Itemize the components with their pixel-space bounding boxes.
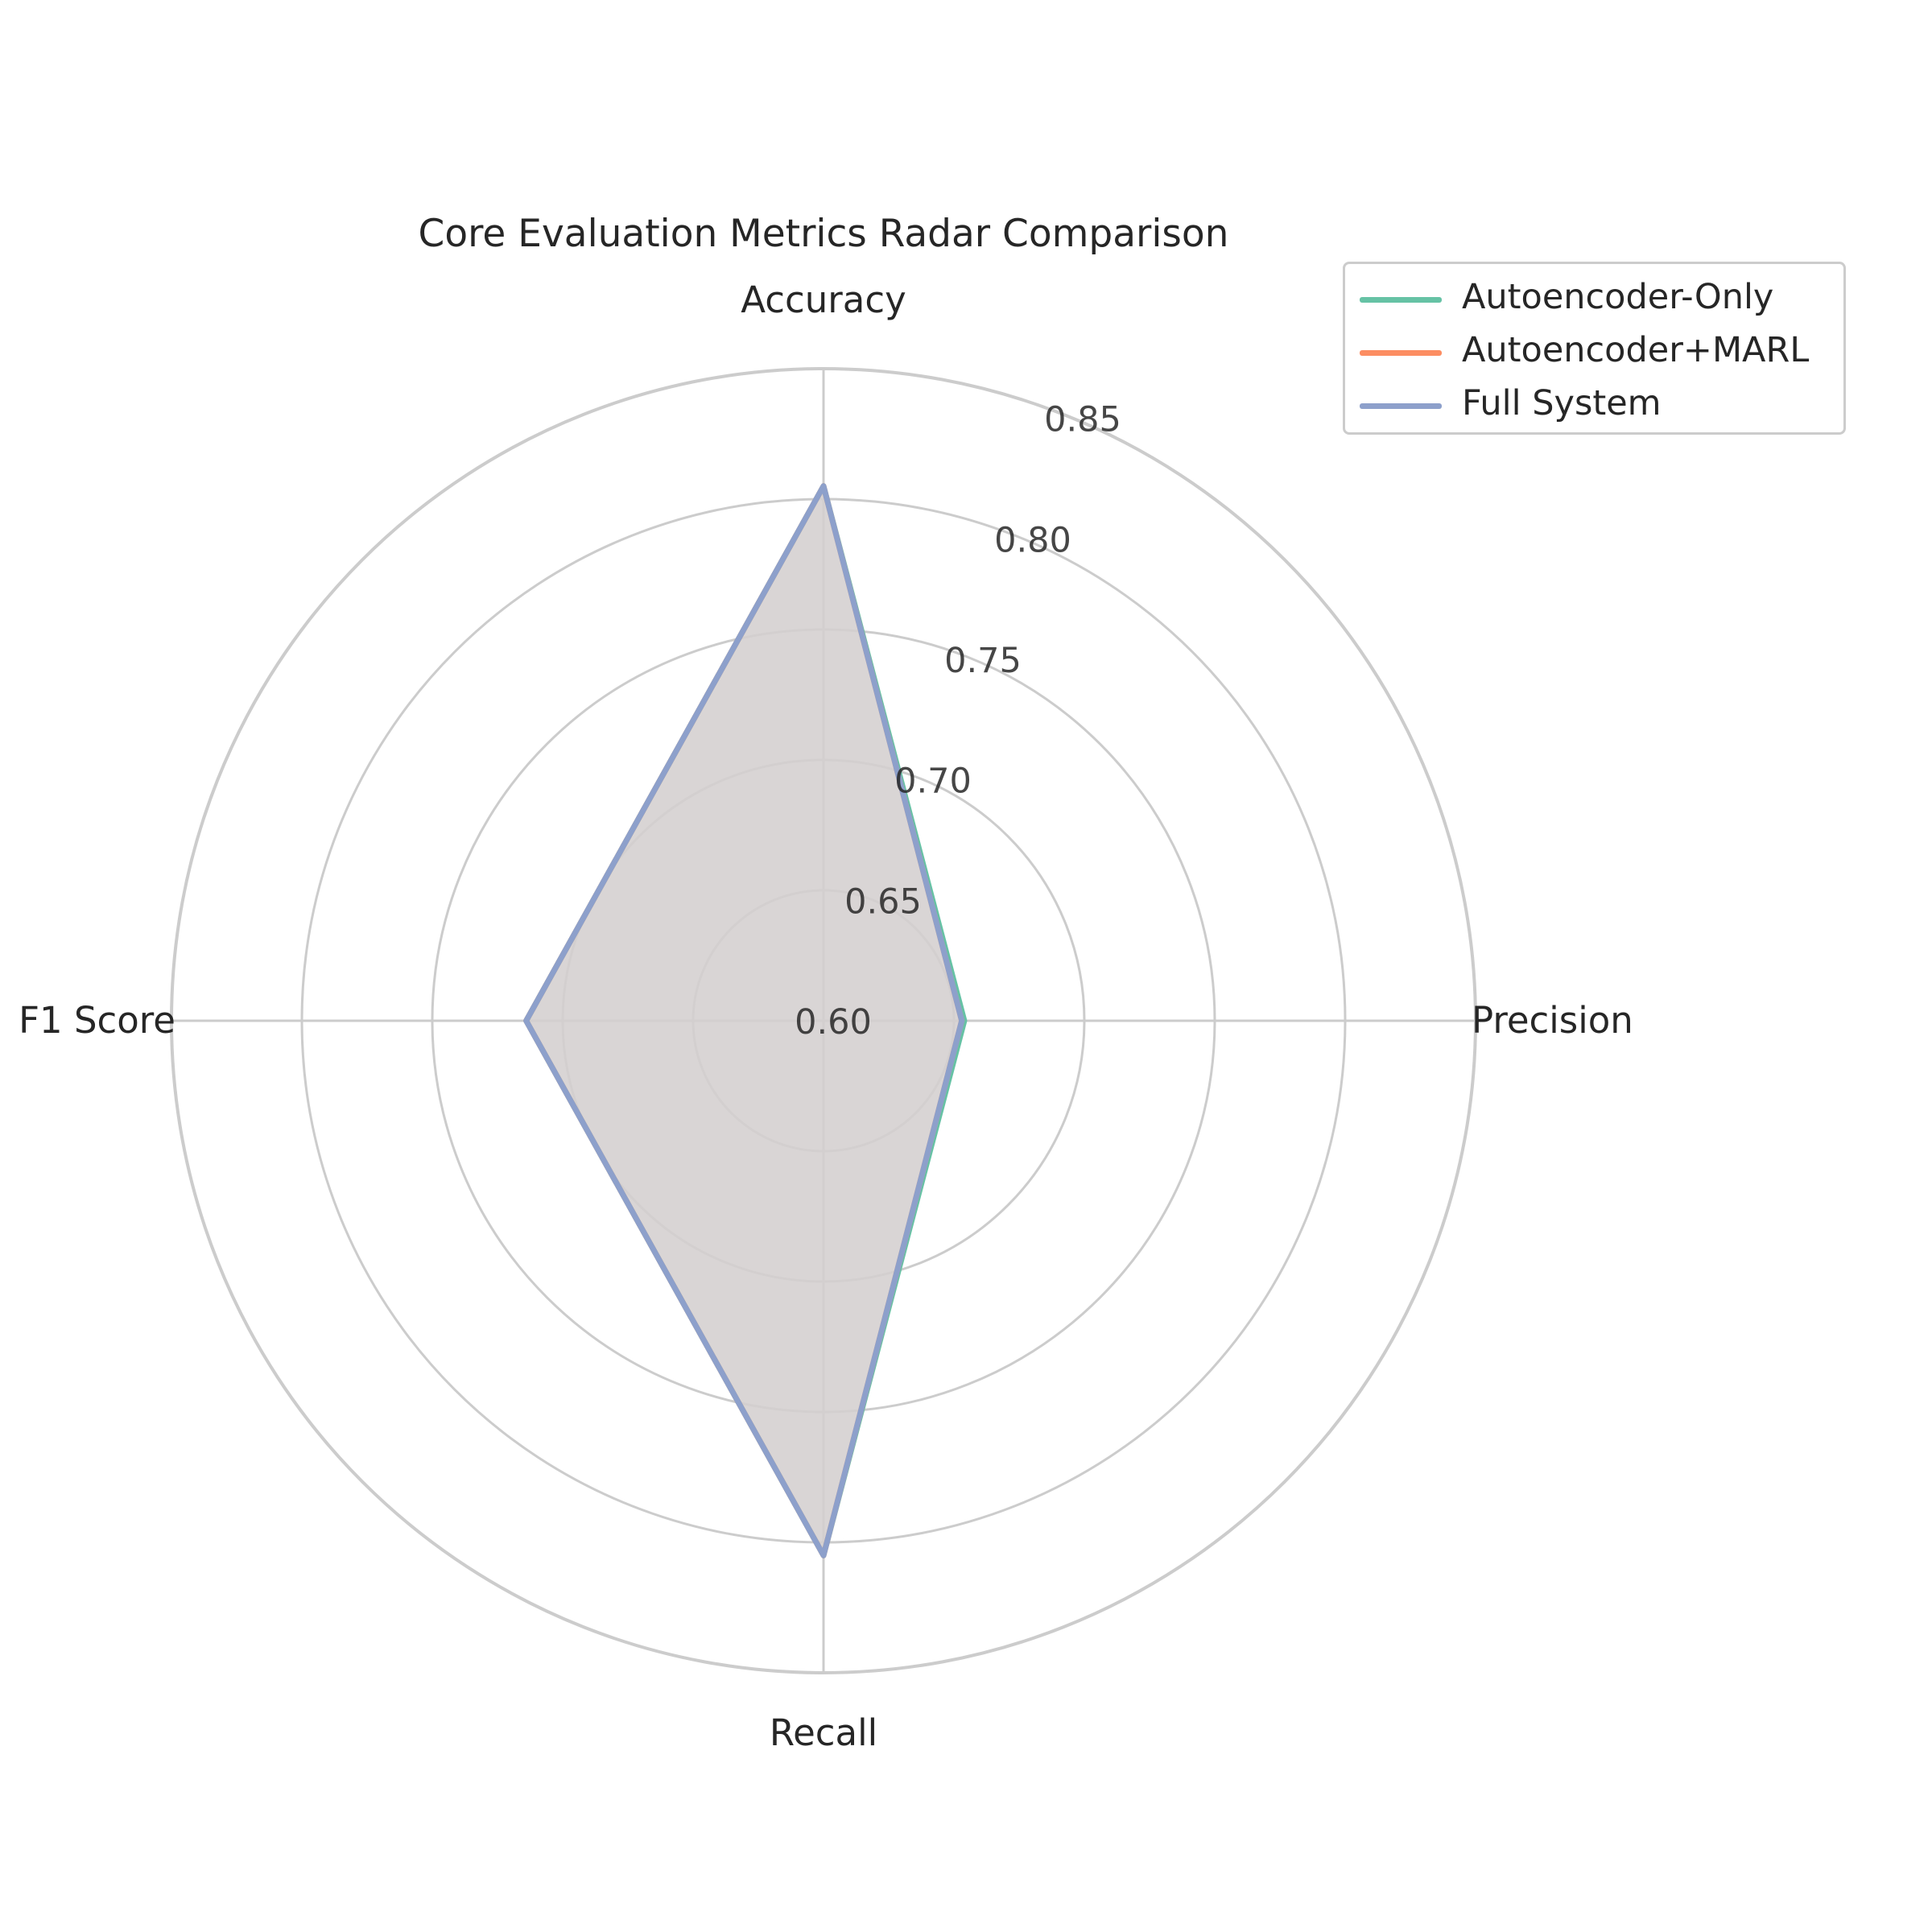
series-point [523,1018,529,1023]
radar-fill [526,485,964,1556]
legend-item-autoencoder-only: Autoencoder-Only [1345,272,1843,328]
radial-tick-label: 0.75 [944,641,1022,681]
series-point [821,483,826,489]
legend-swatch [1360,403,1442,409]
legend-label: Autoencoder-Only [1462,277,1774,317]
radial-tick-labels: 0.60 0.65 0.70 0.75 0.80 0.85 [795,400,1121,1042]
legend-swatch [1360,297,1442,303]
axis-label-recall: Recall [770,1711,877,1754]
radial-tick-label: 0.65 [844,881,922,922]
axis-label-accuracy: Accuracy [741,279,906,321]
legend: Autoencoder-Only Autoencoder+MARL Full S… [1343,262,1846,435]
axis-label-precision: Precision [1472,999,1633,1042]
axis-labels: Accuracy Precision Recall F1 Score [19,279,1633,1754]
radar-series [523,483,968,1558]
axis-label-f1-score: F1 Score [19,999,175,1042]
series-point [959,1018,964,1023]
legend-label: Full System [1462,383,1662,423]
series-fill [526,485,962,1556]
legend-item-full-system: Full System [1345,378,1843,435]
legend-label: Autoencoder+MARL [1462,330,1810,370]
legend-item-autoencoder-marl: Autoencoder+MARL [1345,325,1843,382]
radial-tick-label: 0.60 [795,1002,872,1042]
radial-tick-label: 0.70 [894,762,972,802]
legend-swatch [1360,350,1442,356]
series-point [821,1553,826,1558]
radial-tick-label: 0.85 [1044,400,1121,440]
radial-tick-label: 0.80 [994,520,1071,560]
chart-title: Core Evaluation Metrics Radar Comparison [419,212,1229,256]
